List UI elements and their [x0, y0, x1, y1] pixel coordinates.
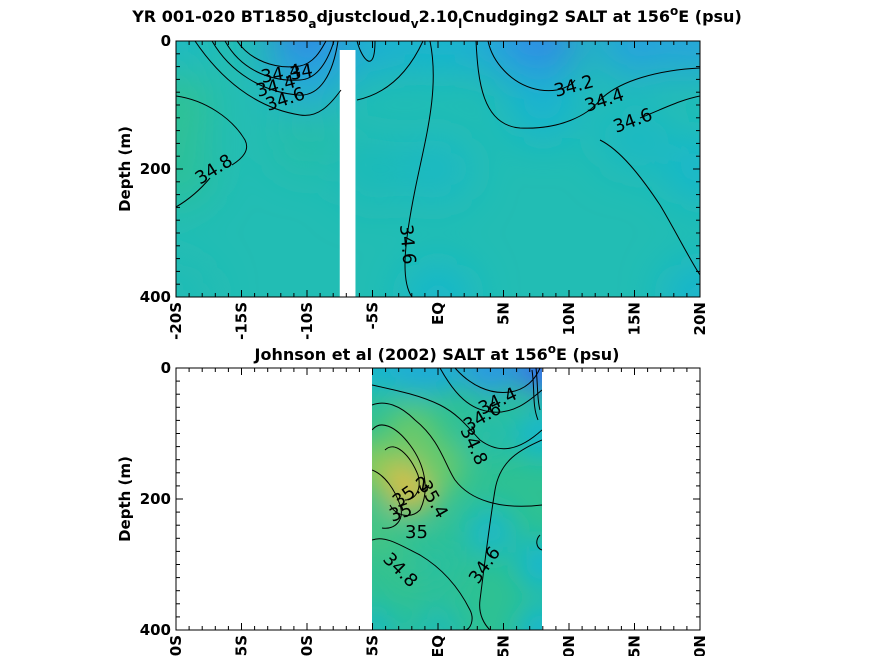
y-tick-label: 0	[161, 32, 171, 50]
panel-model: YR 001-020 BT1850adjustcloudv2.10lCnudgi…	[116, 4, 742, 340]
contour-line	[454, 368, 541, 394]
x-tick-label: 10N	[560, 635, 578, 656]
contour-line	[372, 538, 473, 630]
y-tick-label: 200	[140, 160, 171, 178]
salinity-sample	[176, 263, 210, 297]
y-tick-label: 0	[161, 359, 171, 377]
salinity-sample	[666, 41, 700, 75]
title-model: YR 001-020 BT1850adjustcloudv2.10lCnudgi…	[131, 4, 742, 31]
x-tick-label: -20S	[167, 302, 185, 340]
contour-line	[531, 369, 539, 421]
contour-line	[479, 439, 542, 630]
salinity-field-model	[176, 41, 700, 297]
salinity-sample	[404, 263, 472, 297]
y-tick-label: 400	[140, 288, 171, 306]
contour-line	[439, 368, 542, 413]
salinity-sample	[516, 538, 542, 591]
contour-line	[475, 41, 700, 129]
x-tick-label: 20N	[691, 635, 709, 656]
contour-line	[536, 534, 542, 551]
contour-line	[176, 177, 211, 208]
salinity-sample	[516, 368, 542, 394]
salinity-sample	[516, 604, 542, 630]
x-tick-label: 20N	[691, 302, 709, 335]
contour-line	[372, 384, 542, 450]
salinity-sample	[404, 135, 472, 203]
contour-line	[372, 424, 426, 516]
salinity-sample	[412, 604, 464, 630]
salinity-sample	[338, 135, 407, 203]
ylabel-observation: Depth (m)	[116, 456, 134, 542]
contour-line	[211, 41, 339, 96]
salinity-sample	[516, 407, 542, 460]
contour-label: 34	[288, 60, 314, 85]
ticks-model: -20S -15S -10S -5S EQ 5N 10N 15N 20N 0 200 400	[140, 32, 709, 340]
salinity-sample	[273, 103, 341, 171]
x-tick-label: EQ	[429, 635, 447, 656]
missing-data-band	[339, 50, 356, 297]
x-tick-label: 15N	[626, 302, 644, 335]
salinity-sample	[600, 41, 669, 75]
contour-line	[384, 446, 420, 501]
x-tick-label: 5N	[495, 302, 513, 325]
y-tick-label: 200	[140, 490, 171, 508]
contours-observation	[372, 368, 542, 630]
contour-line	[487, 41, 576, 92]
x-tick-label: -15S	[233, 635, 251, 656]
contour-line	[236, 41, 327, 68]
salinity-sample	[404, 41, 472, 75]
x-tick-label: 5N	[495, 635, 513, 656]
x-tick-label: 10N	[560, 302, 578, 335]
salinity-sample	[372, 505, 399, 558]
title-observation: Johnson et al (2002) SALT at 156oE (psu)	[254, 342, 620, 364]
x-tick-label: -20S	[167, 635, 185, 656]
salinity-sample	[372, 604, 399, 630]
salinity-sample	[464, 505, 517, 558]
salinity-sample	[508, 41, 577, 75]
y-tick-label: 400	[140, 621, 171, 639]
salinity-sample	[176, 135, 210, 203]
x-tick-label: -5S	[364, 635, 382, 656]
x-tick-label: -10S	[298, 302, 316, 340]
contour-line	[372, 469, 402, 529]
ylabel-model: Depth (m)	[116, 126, 134, 212]
salinity-sample	[464, 407, 517, 460]
contour-line	[599, 139, 700, 276]
contour-line	[639, 95, 700, 119]
contour-line	[224, 41, 335, 81]
x-tick-label: -15S	[233, 302, 251, 340]
x-tick-label: -5S	[364, 302, 382, 329]
contour-line	[194, 41, 342, 116]
contour-line	[356, 41, 376, 62]
ticks-observation: -20S -15S -10S -5S EQ 5N 10N 15N 20N 0 200 400	[140, 359, 709, 656]
contour-label: 34.6	[395, 224, 419, 266]
salinity-sample	[666, 263, 700, 297]
panel-observation: Johnson et al (2002) SALT at 156oE (psu)	[116, 342, 709, 656]
contour-line	[535, 368, 541, 411]
salinity-sample	[412, 368, 464, 394]
contour-line	[356, 41, 424, 101]
x-tick-label: -10S	[298, 635, 316, 656]
x-tick-label: 15N	[626, 635, 644, 656]
salinity-sample	[176, 71, 210, 139]
salinity-sample	[273, 41, 341, 107]
salinity-sample	[508, 71, 577, 139]
contour-line	[176, 95, 248, 166]
contours-model	[176, 41, 700, 297]
salinity-sample	[666, 135, 700, 203]
contour-label: 35	[405, 522, 428, 543]
salinity-sample	[600, 103, 669, 171]
salinity-sample	[412, 538, 464, 591]
contour-line	[404, 41, 434, 297]
x-tick-label: EQ	[429, 302, 447, 325]
